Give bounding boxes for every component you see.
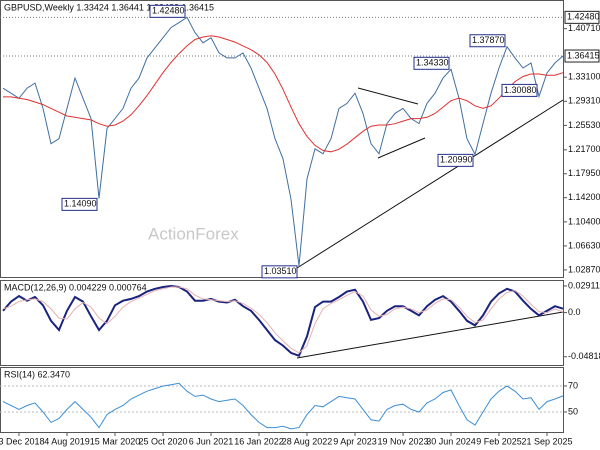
macd-panel [0, 280, 564, 366]
annotation-box [61, 197, 98, 211]
annotation-box [261, 265, 298, 279]
x-tick-label: 21 Sep 2025 [521, 436, 572, 446]
y-tick-label: 1.06630 [568, 240, 600, 250]
annotation-label: 1.30080 [504, 85, 537, 95]
annotation-label: 1.42480 [152, 6, 185, 16]
annotation-box [501, 83, 538, 97]
rsi-panel [0, 367, 564, 433]
annotation-box [413, 56, 450, 70]
x-tick-label: 15 Mar 2020 [90, 436, 141, 446]
y-tick-label: 1.25530 [568, 120, 600, 130]
y-tick-label: 0.0 [568, 307, 581, 317]
y-tick-label: 1.17950 [568, 168, 600, 178]
series-line [2, 286, 564, 354]
y-tick-label: 70 [568, 380, 578, 390]
x-tick-label: 30 Jun 2024 [426, 436, 476, 446]
trend-line [296, 99, 564, 269]
rsi-title: RSI(14) 62.3470 [4, 369, 70, 379]
y-tick-label: -0.048189 [568, 351, 600, 361]
x-tick-label: 9 Apr 2023 [333, 436, 377, 446]
annotation-label: 1.03510 [264, 266, 297, 276]
level-label: 1.36415 [567, 50, 600, 60]
y-tick-label: 1.33100 [568, 72, 600, 82]
x-tick-label: 19 Nov 2023 [377, 436, 428, 446]
triangle-line [377, 137, 426, 159]
x-tick-label: 23 Dec 2018 [0, 436, 45, 446]
x-tick-label: 9 Feb 2025 [476, 436, 522, 446]
annotation-label: 1.37870 [472, 35, 505, 45]
y-tick-label: 0.029114 [568, 280, 600, 290]
annotation-label: 1.34330 [416, 58, 449, 68]
x-tick-label: 4 Aug 2019 [44, 436, 90, 446]
chart-title: GBPUSD,Weekly 1.33424 1.36441 1.33423 1.… [4, 2, 214, 12]
annotation-box [469, 34, 506, 48]
y-tick-label: 1.40710 [568, 23, 600, 33]
macd-title: MACD(12,26,9) 0.004229 0.000764 [4, 282, 147, 292]
x-tick-label: 28 Aug 2022 [282, 436, 333, 446]
x-tick-label: 16 Jan 2022 [234, 436, 284, 446]
series-line [2, 284, 564, 357]
y-tick-label: 1.10400 [568, 216, 600, 226]
y-tick-label: 1.02870 [568, 264, 600, 274]
y-tick-label: 1.21700 [568, 144, 600, 154]
y-tick-label: 1.14200 [568, 192, 600, 202]
macd-trend-line [296, 311, 564, 359]
annotation-label: 1.20990 [440, 155, 473, 165]
y-tick-label: 1.29310 [568, 96, 600, 106]
watermark: ActionForex [148, 224, 239, 243]
level-label: 1.42480 [567, 12, 600, 22]
level-box [564, 49, 600, 63]
level-box [564, 10, 600, 24]
series-line [2, 16, 564, 266]
series-line [2, 382, 564, 430]
annotation-label: 1.14090 [64, 199, 97, 209]
series-line [3, 35, 564, 153]
x-tick-label: 6 Jun 2021 [189, 436, 234, 446]
triangle-line [357, 87, 419, 105]
y-tick-label: 50 [568, 406, 578, 416]
x-tick-label: 25 Oct 2020 [138, 436, 187, 446]
annotation-box [149, 4, 186, 18]
annotation-box [437, 153, 474, 167]
